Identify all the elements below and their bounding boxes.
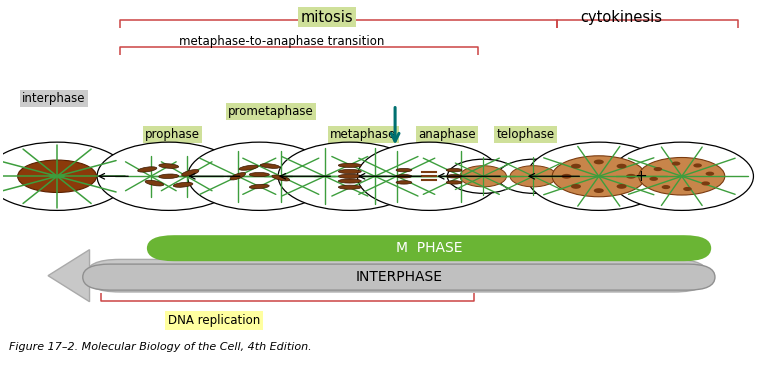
Ellipse shape: [272, 175, 290, 181]
Circle shape: [56, 174, 65, 178]
Polygon shape: [48, 250, 90, 302]
Ellipse shape: [230, 172, 245, 180]
Ellipse shape: [638, 157, 725, 195]
Text: +: +: [634, 169, 647, 184]
Circle shape: [562, 174, 572, 179]
Circle shape: [649, 177, 658, 181]
Ellipse shape: [396, 181, 412, 184]
Ellipse shape: [527, 142, 670, 210]
Circle shape: [672, 161, 680, 166]
Ellipse shape: [278, 142, 422, 210]
Ellipse shape: [448, 159, 519, 193]
Circle shape: [571, 184, 581, 189]
Ellipse shape: [338, 185, 361, 189]
Circle shape: [571, 164, 581, 168]
Text: anaphase: anaphase: [418, 128, 476, 141]
Circle shape: [616, 184, 626, 189]
Ellipse shape: [357, 142, 501, 210]
Ellipse shape: [138, 167, 157, 172]
Text: M  PHASE: M PHASE: [396, 241, 462, 255]
Circle shape: [594, 160, 603, 164]
Ellipse shape: [396, 168, 412, 172]
Ellipse shape: [460, 166, 506, 187]
Ellipse shape: [338, 179, 361, 183]
Ellipse shape: [510, 166, 556, 187]
Ellipse shape: [97, 142, 240, 210]
Ellipse shape: [249, 172, 269, 177]
FancyBboxPatch shape: [86, 259, 708, 292]
Ellipse shape: [338, 163, 361, 167]
Ellipse shape: [0, 142, 128, 210]
Ellipse shape: [182, 170, 199, 176]
Ellipse shape: [239, 165, 258, 170]
Ellipse shape: [260, 164, 280, 168]
Text: prophase: prophase: [145, 128, 200, 141]
Circle shape: [683, 187, 692, 191]
Ellipse shape: [159, 174, 179, 178]
Ellipse shape: [553, 156, 645, 197]
FancyBboxPatch shape: [147, 235, 711, 261]
Text: cytokinesis: cytokinesis: [581, 10, 663, 25]
Text: metaphase-to-anaphase transition: metaphase-to-anaphase transition: [179, 35, 385, 48]
Ellipse shape: [498, 159, 569, 193]
Ellipse shape: [17, 160, 97, 192]
Circle shape: [49, 174, 58, 178]
Ellipse shape: [610, 142, 753, 210]
Ellipse shape: [173, 182, 193, 187]
Circle shape: [701, 181, 710, 185]
Text: mitosis: mitosis: [301, 10, 353, 25]
Ellipse shape: [249, 184, 269, 189]
Ellipse shape: [446, 175, 462, 178]
Text: metaphase: metaphase: [330, 128, 397, 141]
Circle shape: [626, 174, 636, 179]
Circle shape: [705, 172, 714, 176]
Ellipse shape: [396, 175, 412, 178]
Ellipse shape: [338, 170, 361, 174]
Text: Figure 17–2. Molecular Biology of the Cell, 4th Edition.: Figure 17–2. Molecular Biology of the Ce…: [9, 342, 312, 352]
Circle shape: [616, 164, 626, 168]
Circle shape: [662, 185, 670, 189]
Ellipse shape: [338, 174, 361, 178]
Text: INTERPHASE: INTERPHASE: [356, 270, 442, 284]
Text: telophase: telophase: [496, 128, 555, 141]
Ellipse shape: [446, 181, 462, 184]
Ellipse shape: [159, 164, 179, 168]
Text: interphase: interphase: [22, 92, 86, 105]
Circle shape: [654, 167, 662, 171]
Circle shape: [693, 163, 702, 167]
Text: prometaphase: prometaphase: [228, 105, 313, 118]
Text: DNA replication: DNA replication: [168, 314, 260, 327]
Circle shape: [594, 188, 603, 193]
Ellipse shape: [145, 180, 163, 186]
Ellipse shape: [188, 142, 331, 210]
FancyBboxPatch shape: [83, 264, 715, 290]
Ellipse shape: [446, 168, 462, 172]
